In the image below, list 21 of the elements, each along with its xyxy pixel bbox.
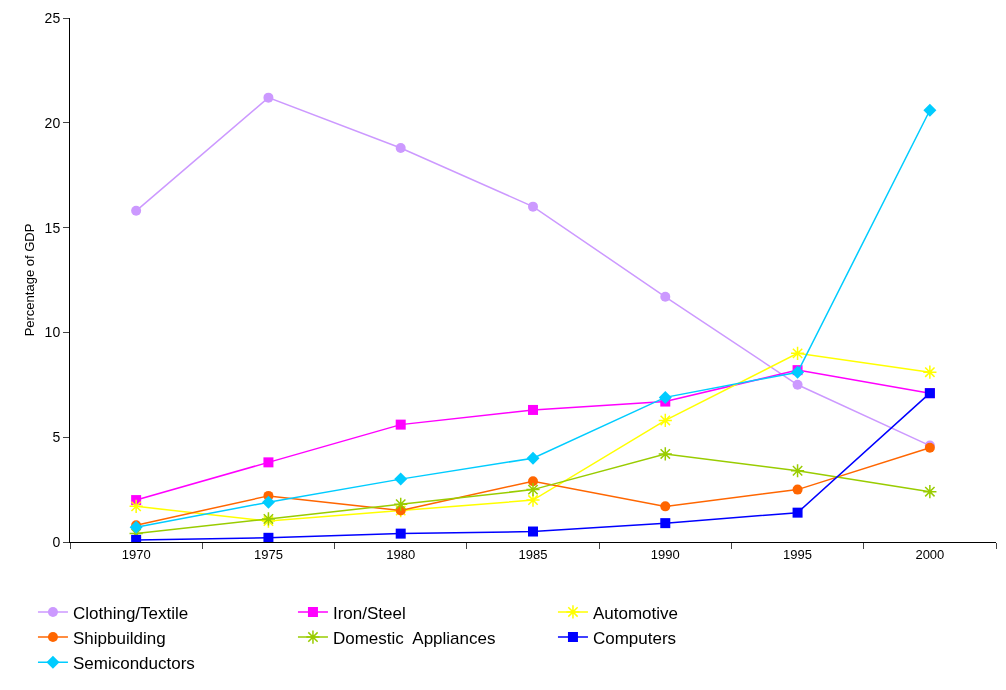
y-tick-label: 5 — [52, 429, 61, 446]
x-tick-label: 1990 — [650, 546, 680, 562]
legend-label: Shipbuilding — [72, 628, 166, 648]
legend-label: Computers — [592, 628, 677, 648]
legend-label: Iron/Steel — [332, 603, 406, 623]
legend-label: Semiconductors — [72, 653, 195, 673]
y-tick-label: 10 — [44, 324, 61, 341]
y-axis-title: Percentage of GDP — [22, 223, 37, 337]
legend-label: Domestic Appliances — [332, 628, 496, 648]
legend-label: Automotive — [592, 603, 679, 623]
y-tick-label: 15 — [44, 219, 61, 236]
x-tick-label: 1995 — [783, 546, 813, 562]
x-tick-label: 2000 — [915, 546, 945, 562]
y-tick-label: 0 — [52, 533, 61, 550]
x-tick-label: 1975 — [253, 546, 283, 562]
y-tick-label: 25 — [44, 9, 61, 26]
x-tick-label: 1985 — [518, 546, 548, 562]
x-tick-label: 1980 — [386, 546, 416, 562]
legend-label: Clothing/Textile — [72, 603, 189, 623]
x-tick-label: 1970 — [121, 546, 151, 562]
y-tick-label: 20 — [44, 114, 61, 131]
